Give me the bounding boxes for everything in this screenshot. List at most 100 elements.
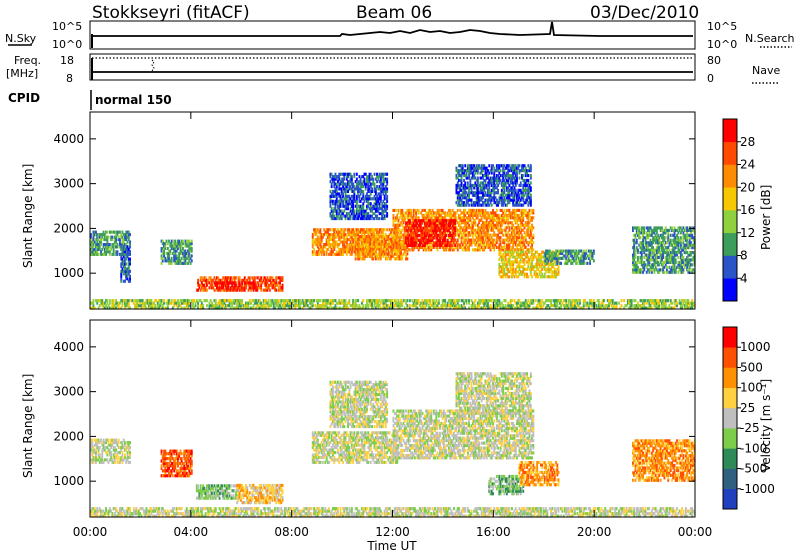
data-cell (556, 261, 559, 265)
data-cell (497, 174, 499, 178)
data-cell (528, 221, 531, 225)
data-cell (103, 235, 106, 239)
data-cell (519, 253, 522, 257)
data-cell (502, 169, 505, 173)
data-cell (392, 218, 395, 222)
data-cell (90, 250, 92, 254)
data-cell (522, 188, 525, 192)
data-cell (505, 267, 508, 271)
data-cell (464, 188, 467, 192)
data-cell (648, 270, 651, 274)
data-cell (508, 196, 511, 200)
data-cell (466, 236, 469, 240)
data-cell (511, 240, 513, 244)
data-cell (517, 255, 520, 259)
data-cell (354, 228, 357, 232)
data-cell (405, 243, 407, 247)
data-cell (536, 265, 539, 269)
data-cell (345, 199, 348, 203)
data-cell (529, 238, 532, 242)
data-cell (338, 233, 341, 237)
data-cell (640, 263, 643, 267)
data-cell (107, 250, 110, 254)
data-cell (632, 268, 634, 272)
data-cell (571, 251, 574, 255)
data-cell (519, 231, 522, 235)
data-cell (422, 236, 425, 240)
data-cell (637, 231, 639, 235)
data-cell (343, 172, 346, 176)
data-cell (500, 275, 503, 279)
data-cell (519, 203, 522, 207)
data-cell (344, 185, 347, 189)
data-cell (395, 228, 397, 232)
data-cell (434, 218, 436, 222)
data-cell (411, 226, 414, 230)
nsky-trace (92, 21, 693, 37)
data-cell (352, 185, 355, 189)
data-cell (403, 238, 406, 242)
data-cell (371, 189, 373, 193)
data-cell (120, 264, 123, 268)
data-cell (361, 230, 363, 234)
data-cell (453, 221, 455, 225)
data-cell (328, 235, 331, 239)
data-cell (511, 231, 513, 235)
data-cell (484, 231, 487, 235)
data-cell (633, 248, 636, 252)
data-cell (508, 228, 511, 232)
data-cell (494, 186, 497, 190)
data-cell (475, 236, 478, 240)
data-cell (359, 180, 362, 184)
data-cell (353, 199, 356, 203)
data-cell (189, 244, 192, 248)
data-cell (345, 207, 348, 211)
data-cell (464, 245, 467, 249)
data-cell (358, 235, 361, 239)
data-cell (471, 176, 474, 180)
data-cell (451, 221, 454, 225)
data-cell (476, 248, 479, 252)
data-cell (102, 245, 105, 249)
data-cell (474, 228, 477, 232)
data-cell (427, 219, 430, 223)
data-cell (330, 199, 333, 203)
data-cell (504, 262, 507, 266)
data-cell (523, 183, 526, 187)
data-cell (376, 233, 378, 237)
data-cell (121, 267, 124, 271)
data-cell (231, 278, 234, 282)
data-cell (353, 209, 356, 213)
data-cell (420, 223, 423, 227)
data-cell (590, 256, 593, 260)
data-cell (516, 203, 518, 207)
data-cell (517, 216, 520, 220)
data-cell (330, 209, 333, 213)
data-cell (522, 169, 525, 173)
data-cell (464, 228, 467, 232)
data-cell (526, 260, 528, 264)
data-cell (395, 231, 397, 235)
data-cell (410, 208, 412, 212)
data-cell (345, 204, 348, 208)
data-cell (516, 178, 518, 182)
data-cell (345, 247, 348, 251)
data-cell (498, 216, 501, 220)
data-cell (177, 256, 179, 260)
data-cell (441, 216, 444, 220)
data-cell (415, 216, 418, 220)
data-cell (95, 250, 97, 254)
data-cell (489, 201, 492, 205)
data-cell (485, 186, 488, 190)
data-cell (203, 286, 206, 290)
data-cell (110, 230, 113, 234)
data-cell (355, 217, 358, 221)
data-cell (632, 226, 634, 230)
data-cell (91, 250, 94, 254)
data-cell (441, 234, 444, 238)
data-cell (369, 214, 372, 218)
data-cell (449, 236, 452, 240)
data-cell (528, 248, 531, 252)
data-cell (444, 241, 447, 245)
data-cell (358, 187, 361, 191)
